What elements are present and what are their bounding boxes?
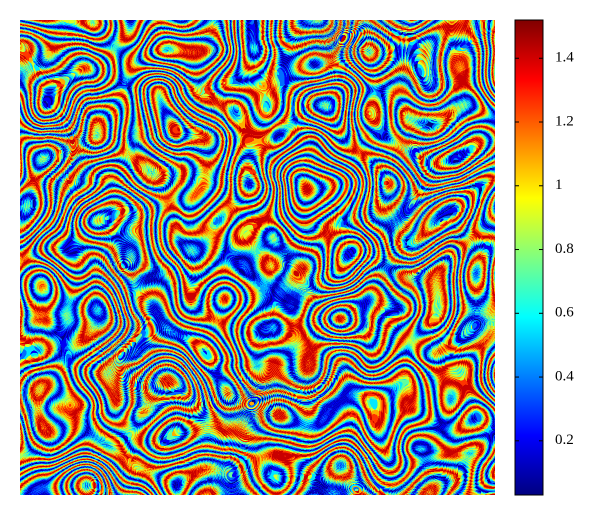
colorbar-tick-label: 0.8 — [555, 241, 574, 257]
colorbar-tick-label: 1 — [555, 177, 563, 193]
colorbar-tick-label: 1.4 — [555, 50, 574, 66]
colorbar-tick-label: 0.4 — [555, 368, 574, 384]
colorbar-tick-label: 0.2 — [555, 432, 574, 448]
colorbar-tick-label: 0.6 — [555, 305, 574, 321]
colorbar-tick-label: 1.2 — [555, 113, 574, 129]
colorbar — [514, 19, 544, 496]
pattern-image — [20, 20, 495, 495]
